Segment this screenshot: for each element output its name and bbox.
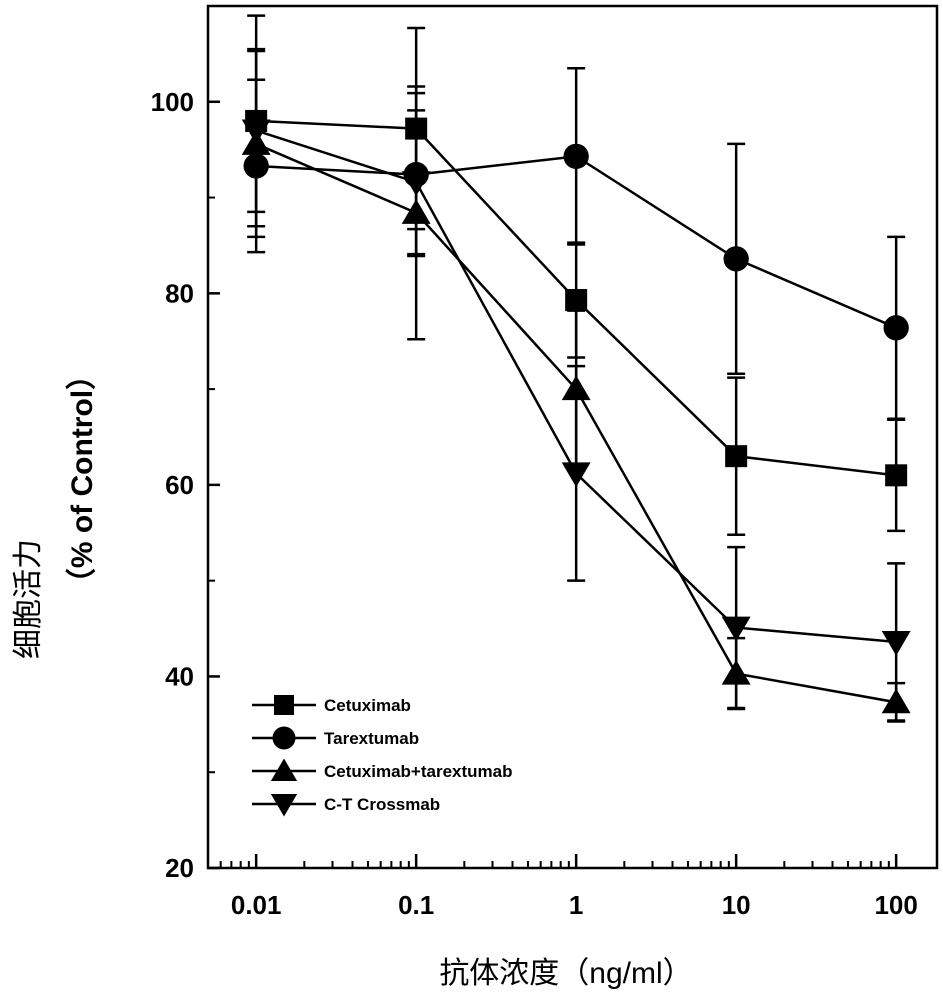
axes-layer: 20 40 60 80 100 0.01 0.1 1 10 100 (151, 6, 937, 920)
x-tick-label: 100 (874, 890, 917, 920)
legend-item: Tarextumab (252, 727, 419, 750)
series-layer (242, 16, 911, 722)
data-point (885, 464, 907, 486)
legend-marker (274, 695, 294, 715)
legend-label: C-T Crossmab (324, 795, 440, 814)
y-tick-label: 100 (151, 87, 194, 117)
data-point (882, 631, 911, 656)
legend-marker (273, 727, 296, 750)
y-axis-title-line2: （% of Control） (65, 360, 99, 598)
y-tick-label: 60 (165, 470, 194, 500)
legend-item: Cetuximab (252, 695, 411, 715)
y-tick-label: 40 (165, 661, 194, 691)
x-tick-label: 10 (722, 890, 751, 920)
legend-item: C-T Crossmab (252, 794, 440, 817)
legend-item: Cetuximab+tarextumab (252, 759, 512, 782)
y-tick-label: 80 (165, 278, 194, 308)
legend-label: Cetuximab+tarextumab (324, 762, 512, 781)
data-point (884, 315, 909, 340)
y-tick-label: 20 (165, 853, 194, 883)
data-point (725, 445, 747, 467)
legend-label: Cetuximab (324, 696, 411, 715)
data-point (565, 289, 587, 311)
data-point (724, 246, 749, 271)
data-point (564, 144, 589, 169)
y-axis-title-line1: 细胞活力 (12, 539, 45, 659)
x-axis-title: 抗体浓度（ng/ml） (439, 957, 692, 990)
x-tick-label: 0.1 (398, 890, 434, 920)
plot-frame (208, 6, 937, 868)
x-tick-label: 0.01 (231, 890, 282, 920)
data-point (402, 171, 431, 196)
x-tick-label: 1 (569, 890, 583, 920)
legend-layer: Cetuximab Tarextumab Cetuximab+tarextumab C… (252, 695, 512, 817)
legend-label: Tarextumab (324, 729, 419, 748)
